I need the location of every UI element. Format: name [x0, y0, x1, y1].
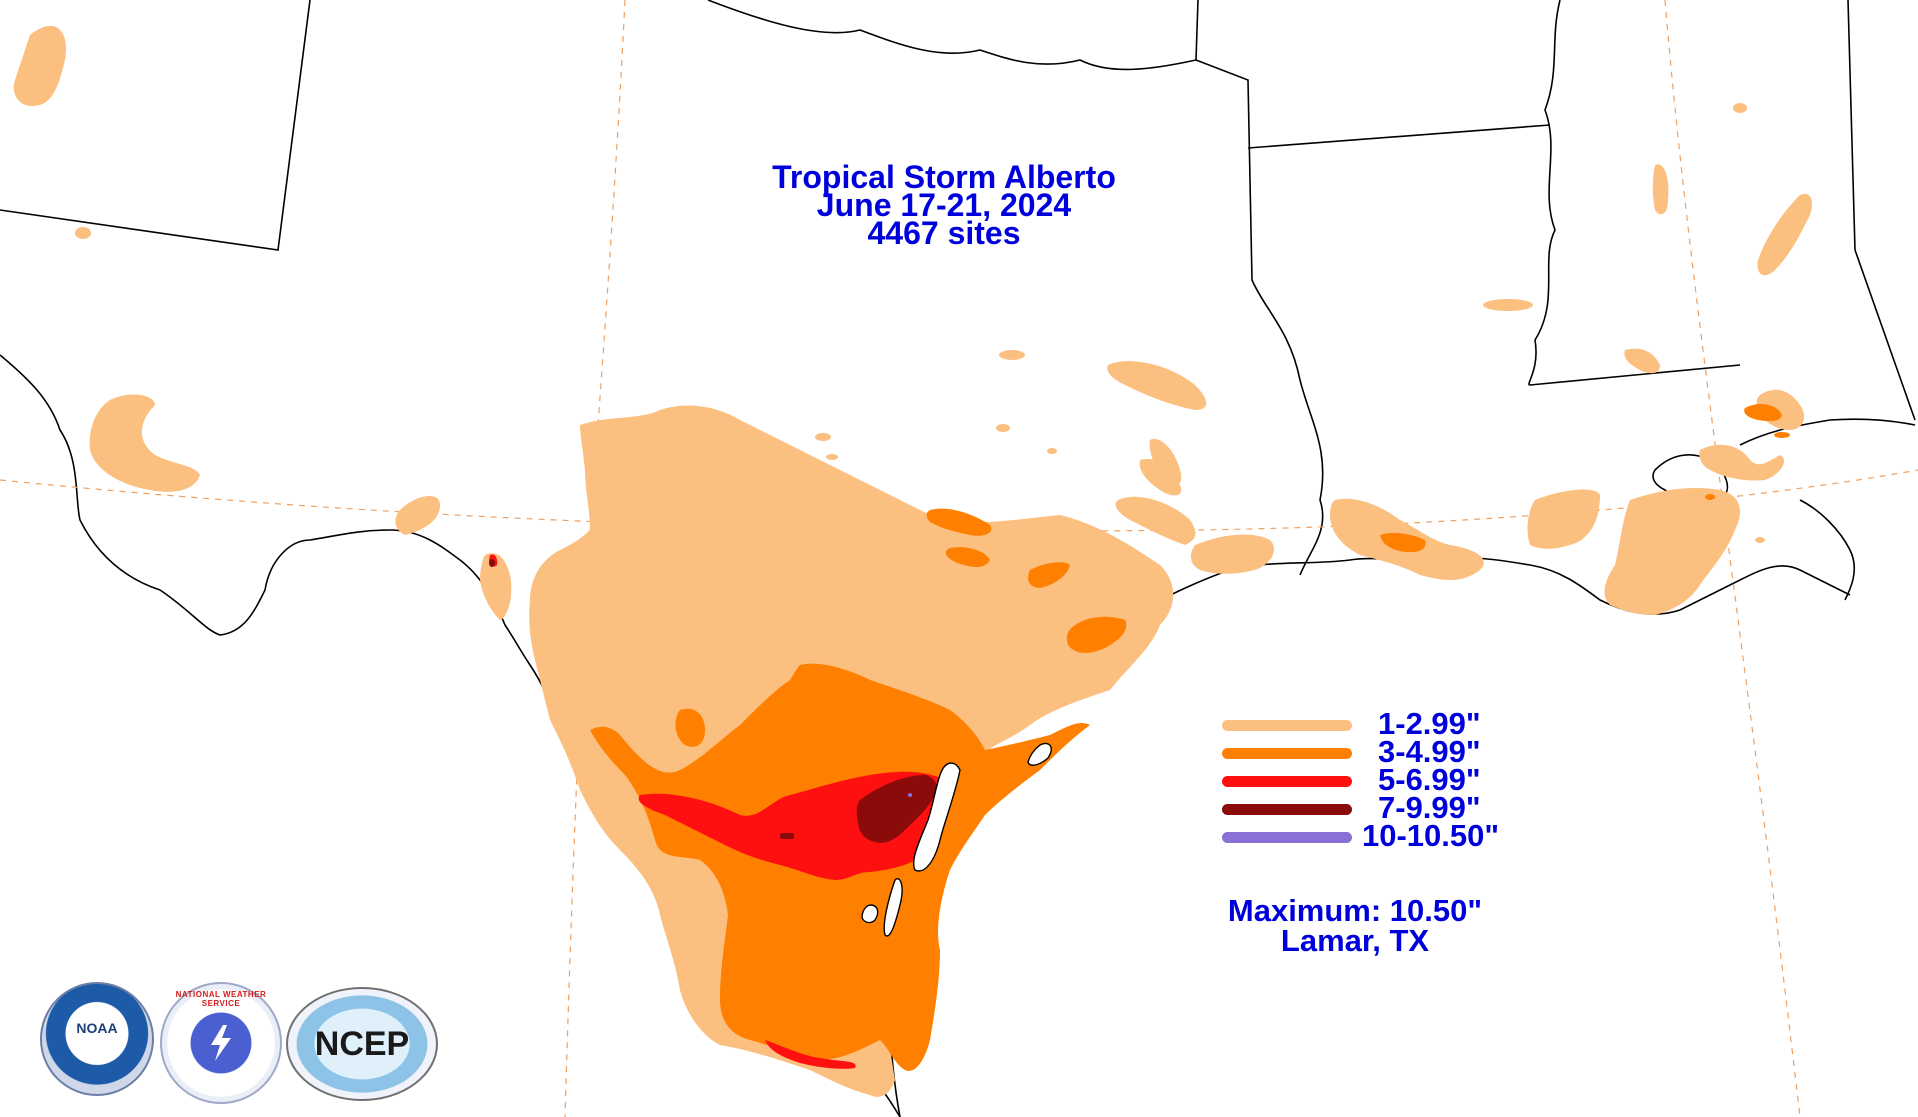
legend-label: 5-6.99" — [1378, 762, 1481, 797]
legend-label: 3-4.99" — [1378, 734, 1481, 769]
legend-label: 1-2.99" — [1378, 706, 1481, 741]
legend-label: 10-10.50" — [1362, 818, 1500, 853]
rainfall-contours — [13, 25, 1812, 1097]
nws-logo-text: NATIONAL WEATHER SERVICE — [175, 990, 267, 1008]
ncep-logo-text: NCEP — [314, 1025, 410, 1063]
legend-label: 7-9.99" — [1378, 790, 1481, 825]
ncep-logo: NCEP — [286, 987, 438, 1101]
contour-10-10.50 — [908, 793, 912, 797]
legend-swatch — [1222, 748, 1352, 759]
legend-swatch — [1222, 804, 1352, 815]
noaa-logo: NOAA — [40, 982, 154, 1096]
nws-logo: NATIONAL WEATHER SERVICE — [160, 982, 282, 1104]
map-title: Tropical Storm Alberto — [772, 159, 1116, 195]
map-site-count: 4467 sites — [867, 215, 1021, 251]
bays — [861, 742, 1052, 937]
legend-swatch — [1222, 776, 1352, 787]
maximum-location: Lamar, TX — [1280, 923, 1430, 958]
legend-swatch — [1222, 832, 1352, 843]
noaa-logo-text: NOAA — [76, 1020, 118, 1036]
map-date-range: June 17-21, 2024 — [816, 187, 1072, 223]
contour-7-9.99 — [489, 559, 937, 843]
legend-swatch — [1222, 720, 1352, 731]
maximum-value: Maximum: 10.50" — [1227, 893, 1483, 928]
lightning-icon — [211, 1025, 231, 1061]
